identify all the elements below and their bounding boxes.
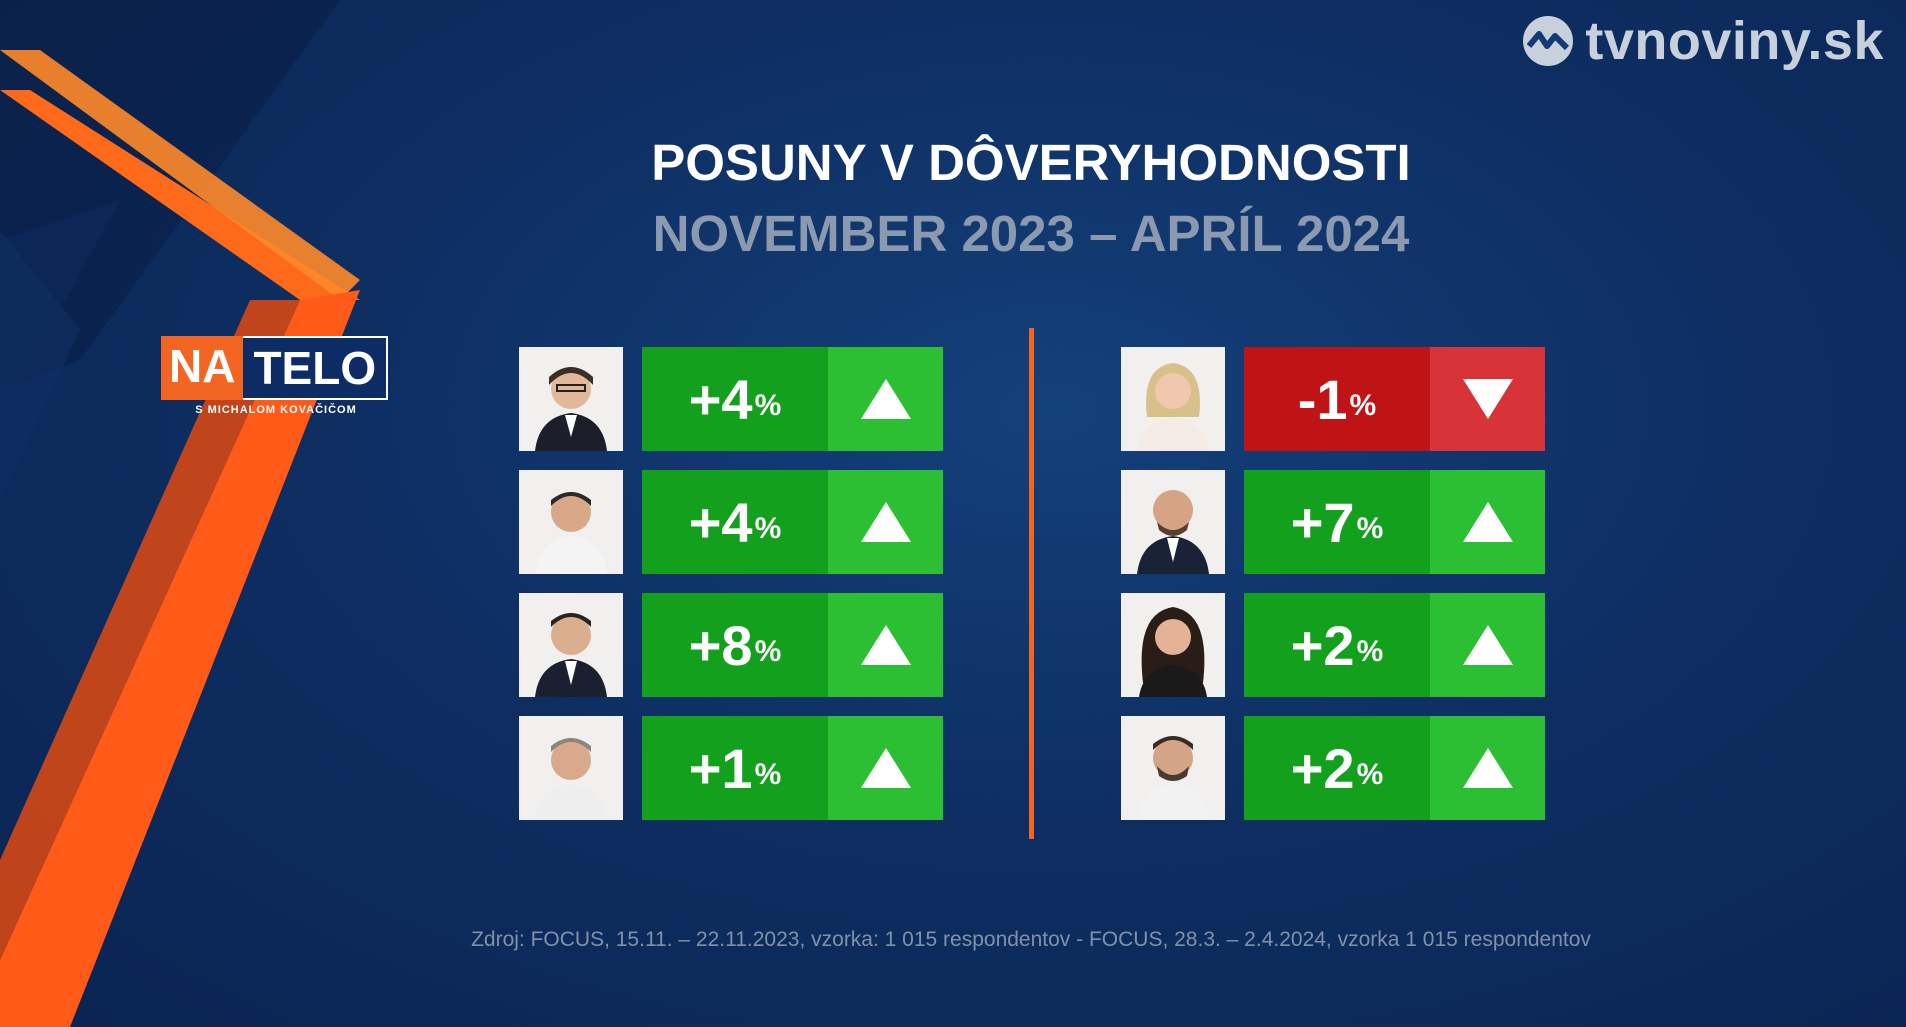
natelo-logo: NA TELO S MICHALOM KOVAČIČOM [161,336,391,416]
triangle-up-icon [1430,470,1545,574]
right-row-4: +2% [1121,716,1545,820]
page-subtitle: NOVEMBER 2023 – APRÍL 2024 [652,205,1410,262]
right-row-1: -1% [1121,347,1545,451]
person-photo [519,347,623,451]
right-row-2: +7% [1121,470,1545,574]
page-title: POSUNY V DÔVERYHODNOSTI [651,134,1411,191]
logo-subtitle: S MICHALOM KOVAČIČOM [195,404,357,416]
change-value: -1% [1244,347,1430,451]
change-value: +7% [1244,470,1430,574]
tvnoviny-logo-icon [1523,16,1574,66]
person-photo [519,593,623,697]
percent-sign: % [754,758,782,791]
percent-sign: % [1356,635,1384,668]
left-row-4: +1% [519,716,943,820]
person-photo [1121,716,1225,820]
change-number: +4 [688,490,753,554]
change-value: +2% [1244,593,1430,697]
triangle-up-icon [1430,593,1545,697]
percent-sign: % [1356,758,1384,791]
logo-part-na: NA [161,336,244,400]
left-row-1: +4% [519,347,943,451]
triangle-down-icon [1430,347,1545,451]
tvnoviny-brand[interactable]: tvnoviny.sk [1521,10,1884,72]
left-row-2: +4% [519,470,943,574]
person-photo [1121,593,1225,697]
brand-name: tvnoviny.sk [1585,11,1884,71]
logo-part-telo: TELO [243,336,389,400]
change-value: +4% [642,347,828,451]
triangle-up-icon [1430,716,1545,820]
change-number: +7 [1290,490,1355,554]
triangle-up-icon [828,347,943,451]
source-note: Zdroj: FOCUS, 15.11. – 22.11.2023, vzork… [471,928,1591,951]
percent-sign: % [1349,389,1377,422]
change-value: +4% [642,470,828,574]
column-divider [1029,328,1034,839]
person-photo [519,716,623,820]
triangle-up-icon [828,593,943,697]
change-number: -1 [1297,367,1348,431]
change-number: +8 [688,613,753,677]
change-value: +1% [642,716,828,820]
person-photo [1121,347,1225,451]
change-number: +4 [688,367,753,431]
percent-sign: % [754,635,782,668]
person-photo [1121,470,1225,574]
change-value: +2% [1244,716,1430,820]
right-row-3: +2% [1121,593,1545,697]
triangle-up-icon [828,716,943,820]
person-photo [519,470,623,574]
change-number: +2 [1290,736,1355,800]
change-number: +2 [1290,613,1355,677]
percent-sign: % [1356,512,1384,545]
percent-sign: % [754,512,782,545]
change-value: +8% [642,593,828,697]
percent-sign: % [754,389,782,422]
change-number: +1 [688,736,753,800]
triangle-up-icon [828,470,943,574]
left-row-3: +8% [519,593,943,697]
